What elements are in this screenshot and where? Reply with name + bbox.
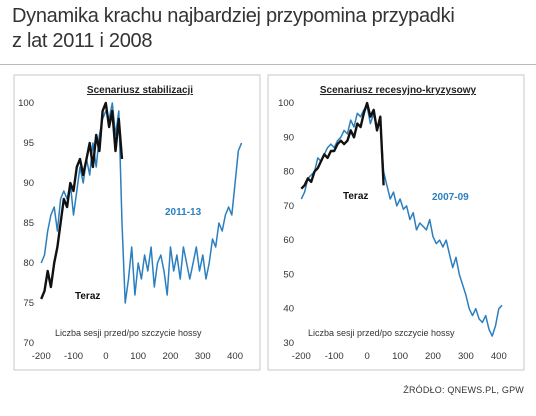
series-label-teraz: Teraz (75, 291, 100, 302)
chart-title: Scenariusz recesyjno-kryzysowy (320, 85, 477, 96)
y-tick-label: 85 (23, 218, 34, 229)
y-tick-label: 80 (283, 167, 294, 178)
y-tick-label: 95 (23, 138, 34, 149)
x-axis-note: Liczba sesji przed/po szczycie hossy (308, 328, 455, 338)
y-tick-label: 75 (23, 298, 34, 309)
x-tick-label: -100 (325, 351, 344, 362)
series-line-teraz (40, 101, 124, 300)
y-tick-label: 90 (283, 132, 294, 143)
chart-panel-stabilizacja: Scenariusz stabilizacji 70 75 80 85 90 95 100 -… (13, 74, 261, 371)
x-tick-label: 200 (163, 351, 179, 362)
title-line-1: Dynamika krachu najbardziej przypomina p… (12, 5, 455, 27)
x-tick-label: 400 (491, 351, 507, 362)
chart-title: Scenariusz stabilizacji (87, 85, 193, 96)
y-tick-label: 100 (18, 98, 34, 109)
x-tick-label: -200 (32, 351, 51, 362)
source-note: ŹRÓDŁO: QNEWS.PL, GPW (403, 385, 524, 395)
x-tick-label: -100 (64, 351, 83, 362)
x-tick-label: 200 (425, 351, 441, 362)
y-tick-label: 90 (23, 178, 34, 189)
x-tick-label: 0 (103, 351, 108, 362)
x-tick-label: 100 (130, 351, 146, 362)
x-tick-label: -200 (292, 351, 311, 362)
series-label-2007-09: 2007-09 (432, 192, 469, 203)
panel-frame (267, 74, 525, 371)
y-tick-label: 60 (283, 235, 294, 246)
axis-ticks: 70 75 80 85 90 95 100 -200 -100 0 100 200 300 400 (18, 98, 243, 362)
y-tick-label: 30 (283, 338, 294, 349)
x-tick-label: 300 (195, 351, 211, 362)
x-axis-note: Liczba sesji przed/po szczycie hossy (55, 328, 202, 338)
series-line-teraz (300, 101, 385, 190)
series-lines (300, 101, 503, 337)
y-tick-label: 100 (278, 98, 294, 109)
panel-frame (13, 74, 261, 371)
page-title: Dynamika krachu najbardziej przypomina p… (12, 4, 455, 54)
series-label-2011-13: 2011-13 (165, 207, 202, 218)
series-line-2011-13 (40, 102, 243, 304)
y-tick-label: 70 (283, 201, 294, 212)
y-tick-label: 70 (23, 338, 34, 349)
series-lines (40, 101, 243, 304)
x-tick-label: 0 (364, 351, 369, 362)
series-line-2007-09 (300, 105, 503, 337)
series-label-teraz: Teraz (343, 191, 368, 202)
x-tick-label: 100 (392, 351, 408, 362)
title-line-2: z lat 2011 i 2008 (12, 30, 153, 52)
title-divider (0, 64, 536, 65)
y-tick-label: 80 (23, 258, 34, 269)
axis-ticks: 30 40 50 60 70 80 90 100 -200 -100 0 100 200 300 400 (278, 98, 507, 362)
x-tick-label: 300 (458, 351, 474, 362)
y-tick-label: 50 (283, 269, 294, 280)
x-tick-label: 400 (227, 351, 243, 362)
y-tick-label: 40 (283, 304, 294, 315)
chart-panel-recesja: Scenariusz recesyjno-kryzysowy 30 40 50 60 7… (267, 74, 525, 371)
